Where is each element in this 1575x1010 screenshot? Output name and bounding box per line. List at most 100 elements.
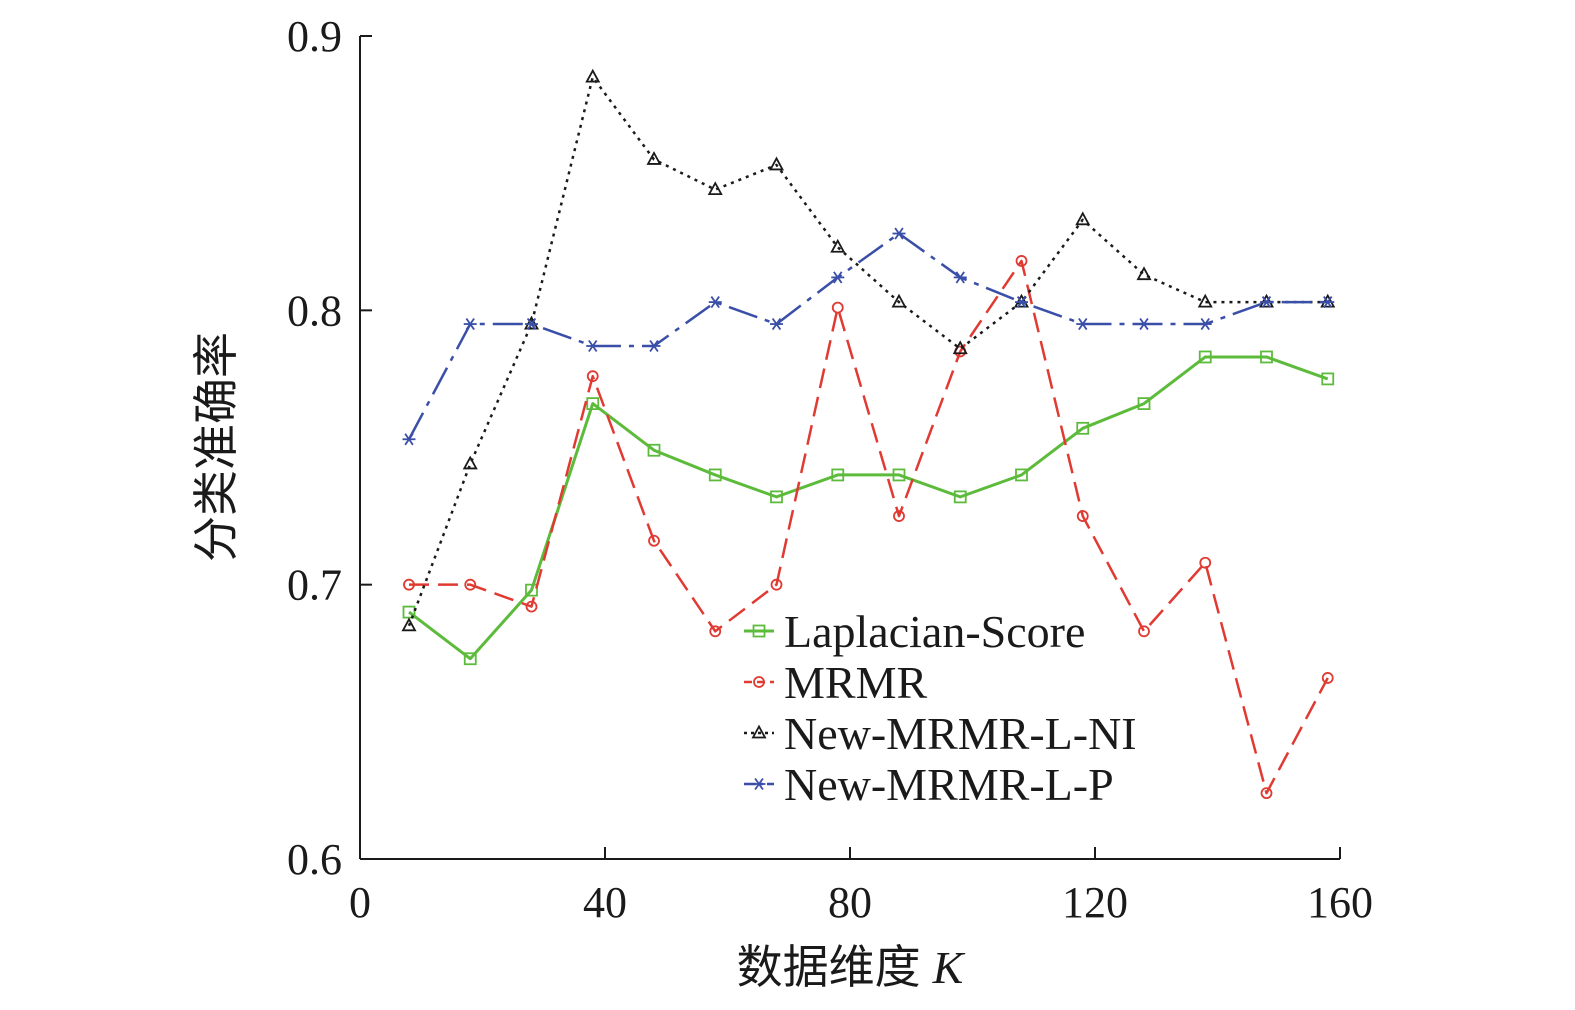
series-line	[409, 259, 1329, 795]
series-line	[407, 75, 1328, 627]
series-mrmr	[403, 255, 1334, 800]
data-point	[647, 443, 661, 457]
data-point	[401, 617, 417, 632]
asterisk-stroke	[955, 271, 965, 284]
data-point	[1199, 556, 1212, 569]
legend-item: Laplacian-Score	[744, 606, 1085, 657]
x-tick-label: 160	[1307, 878, 1373, 927]
data-point	[1320, 293, 1336, 308]
data-point	[1260, 787, 1273, 800]
legend-marker	[753, 676, 765, 688]
asterisk-stroke	[649, 339, 659, 353]
data-point	[1015, 468, 1028, 482]
data-point	[585, 68, 601, 83]
data-point	[952, 340, 968, 355]
data-point	[770, 578, 783, 591]
series-new-mrmr-l-p	[402, 227, 1335, 446]
data-point	[1015, 296, 1028, 309]
data-point	[1321, 372, 1335, 386]
series-laplacian-score	[402, 350, 1335, 666]
asterisk-stroke	[833, 271, 843, 284]
data-point	[770, 490, 783, 504]
data-point	[403, 578, 415, 591]
asterisk-stroke	[1078, 318, 1088, 331]
data-point	[464, 578, 477, 591]
data-point	[770, 318, 783, 331]
data-point	[708, 296, 722, 309]
data-point	[1015, 255, 1028, 267]
data-point	[709, 625, 722, 638]
data-point	[1198, 350, 1212, 364]
data-point	[1075, 211, 1091, 226]
data-point	[586, 339, 600, 353]
series-line	[408, 355, 1329, 661]
data-point	[586, 370, 599, 383]
asterisk-stroke	[465, 318, 475, 331]
legend-item: MRMR	[744, 657, 927, 708]
series-group	[401, 68, 1336, 800]
data-point	[648, 534, 660, 547]
y-tick-label: 0.7	[287, 561, 342, 610]
x-axis-title: 数据维度 K	[737, 940, 966, 994]
data-point	[1197, 293, 1213, 308]
x-tick-label: 40	[583, 878, 627, 927]
data-point	[831, 468, 845, 482]
axes: 0.6 0.7 0.8 0.9 0 40 80 120 160 数据维度 K 分类准确率	[189, 12, 1373, 994]
data-point	[462, 455, 478, 470]
data-point	[647, 339, 661, 353]
legend-label: New-MRMR-L-P	[784, 759, 1114, 810]
y-tick-label: 0.6	[287, 835, 342, 884]
data-point	[463, 318, 477, 331]
data-point	[525, 583, 538, 597]
y-tick-label: 0.9	[287, 12, 342, 61]
data-point	[463, 652, 477, 666]
data-point	[953, 490, 967, 504]
x-axis-title-text: 数据维度	[737, 940, 921, 994]
data-point	[525, 318, 538, 331]
legend-label: MRMR	[784, 657, 927, 708]
asterisk-stroke	[1261, 296, 1272, 309]
asterisk-stroke	[754, 777, 764, 791]
legend-label: Laplacian-Score	[784, 606, 1085, 657]
asterisk-stroke	[526, 318, 537, 331]
asterisk-stroke	[588, 339, 598, 353]
asterisk-stroke	[1139, 318, 1149, 331]
legend-item: New-MRMR-L-NI	[744, 708, 1137, 759]
asterisk-stroke	[1016, 296, 1027, 309]
data-point	[831, 271, 845, 284]
data-point	[892, 227, 906, 240]
data-point	[830, 238, 846, 253]
legend-marker	[751, 724, 767, 739]
data-point	[1076, 318, 1090, 331]
y-axis-title: 分类准确率	[189, 332, 243, 562]
data-point	[893, 510, 905, 522]
asterisk-stroke	[894, 227, 904, 240]
data-point	[953, 271, 967, 284]
x-tick-label: 0	[349, 878, 371, 927]
data-point	[1138, 625, 1150, 638]
legend-marker	[752, 624, 766, 638]
data-point	[891, 293, 907, 308]
asterisk-stroke	[771, 318, 782, 331]
series-new-mrmr-l-ni	[401, 68, 1336, 632]
data-point	[646, 151, 662, 165]
data-point	[708, 468, 722, 482]
asterisk-stroke	[1200, 318, 1210, 331]
data-point	[1137, 318, 1151, 331]
series-line	[407, 232, 1328, 440]
x-tick-label: 120	[1062, 878, 1128, 927]
data-point	[1321, 672, 1334, 684]
data-point	[1260, 350, 1273, 364]
data-point	[402, 433, 416, 446]
data-point	[707, 181, 723, 196]
data-point	[1136, 266, 1152, 281]
data-point	[1013, 293, 1030, 308]
data-point	[586, 397, 600, 411]
data-point	[1076, 421, 1090, 435]
legend-label: New-MRMR-L-NI	[784, 708, 1137, 759]
data-point	[1076, 510, 1089, 522]
data-point	[523, 315, 540, 330]
asterisk-stroke	[404, 433, 414, 446]
y-tick-label: 0.8	[287, 286, 342, 335]
